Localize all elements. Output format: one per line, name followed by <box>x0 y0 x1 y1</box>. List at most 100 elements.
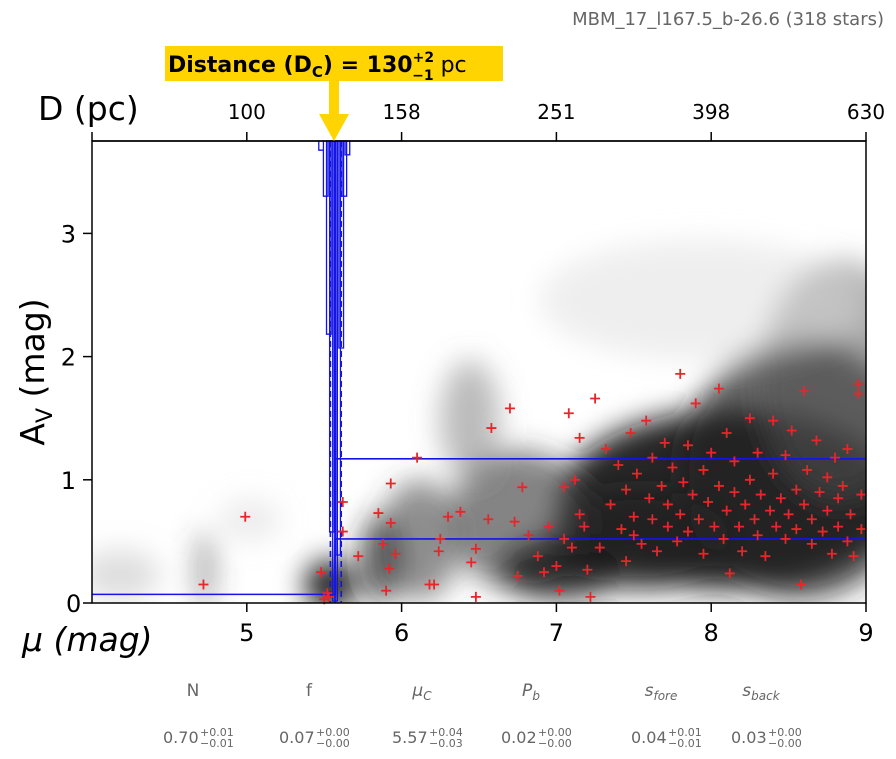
star-point <box>381 585 392 596</box>
top-axis-ticks: 100 158 251 398 630 <box>91 100 885 141</box>
star-point <box>856 489 867 500</box>
star-point <box>678 477 689 488</box>
star-point <box>337 526 348 537</box>
star-point <box>682 440 693 451</box>
star-point <box>554 585 565 596</box>
distance-arrow-shaft <box>329 81 339 117</box>
star-point <box>799 386 810 397</box>
star-point <box>574 509 585 520</box>
parameter-value: 0.02 <box>501 728 537 747</box>
star-point <box>353 551 364 562</box>
y-tick-label: 3 <box>61 220 76 248</box>
star-point <box>811 435 822 446</box>
star-point <box>470 543 481 554</box>
star-point <box>672 536 683 547</box>
star-point <box>721 505 732 516</box>
star-point <box>709 521 720 532</box>
star-point <box>783 509 794 520</box>
distance-annotation: Distance (DC) = 130+2 −1 pc <box>165 46 503 141</box>
top-tick-label: 158 <box>383 100 421 124</box>
star-point <box>786 425 797 436</box>
star-point <box>539 567 550 578</box>
star-point <box>641 415 652 426</box>
star-point <box>621 484 632 495</box>
parameter-plus: +0.00 <box>316 726 350 739</box>
y-tick-label: 0 <box>66 590 81 618</box>
y-tick-label: 1 <box>61 467 76 495</box>
star-point <box>390 548 401 559</box>
star-point <box>625 427 636 438</box>
star-point <box>830 452 841 463</box>
star-point <box>667 462 678 473</box>
chart-title: MBM_17_l167.5_b-26.6 (318 stars) <box>572 9 884 30</box>
star-point <box>566 542 577 553</box>
x-tick-label: 8 <box>704 619 719 647</box>
parameter-name: sfore <box>645 681 678 703</box>
star-point <box>466 557 477 568</box>
star-point <box>833 521 844 532</box>
y-tick-label: 2 <box>61 344 76 372</box>
star-point <box>775 493 786 504</box>
star-point <box>675 368 686 379</box>
parameter-0: N 0.70 +0.01−0.01 <box>163 681 234 750</box>
star-point <box>509 516 520 527</box>
star-point <box>853 378 864 389</box>
x-axis-ticks: 5 6 7 8 9 0 <box>66 590 874 647</box>
star-point <box>682 526 693 537</box>
star-point <box>693 514 704 525</box>
star-point <box>600 444 611 454</box>
parameter-name: μC <box>411 681 432 703</box>
extinction-model <box>92 141 866 603</box>
top-tick-label: 398 <box>692 100 730 124</box>
star-point <box>760 551 771 562</box>
density-blob <box>360 515 400 603</box>
star-point <box>744 413 755 424</box>
star-point <box>582 564 593 575</box>
parameter-2: μC 5.57 +0.04−0.03 <box>392 681 463 750</box>
star-point <box>780 450 791 461</box>
star-point <box>837 480 848 491</box>
star-point <box>384 563 395 574</box>
star-point <box>729 487 740 498</box>
parameter-minus: −0.00 <box>538 737 572 750</box>
star-point <box>323 591 334 602</box>
star-point <box>543 521 554 532</box>
parameter-3: Pb 0.02 +0.00−0.00 <box>501 681 572 750</box>
parameter-minus: −0.00 <box>316 737 350 750</box>
star-point <box>443 511 454 522</box>
density-blob <box>500 540 620 600</box>
star-point <box>822 472 833 483</box>
star-point <box>574 432 585 443</box>
top-axis-label: D (pc) <box>38 89 139 128</box>
density-blob <box>440 360 500 480</box>
parameter-plus: +0.04 <box>429 726 463 739</box>
star-point <box>563 408 574 419</box>
star-point <box>455 506 466 517</box>
star-point <box>737 546 748 557</box>
star-point <box>378 538 389 549</box>
star-point <box>385 478 396 489</box>
star-point <box>579 521 590 532</box>
star-point <box>740 499 751 510</box>
star-point <box>755 489 766 500</box>
star-point <box>768 468 779 479</box>
parameter-plus: +0.01 <box>668 726 702 739</box>
star-point <box>690 398 701 409</box>
distance-arrow-head <box>319 114 349 141</box>
parameter-minus: −0.01 <box>668 737 702 750</box>
star-point <box>659 437 670 448</box>
star-point <box>585 591 596 602</box>
parameter-name: f <box>306 681 313 701</box>
star-point <box>559 482 570 493</box>
star-point <box>662 499 673 510</box>
star-point <box>647 452 658 463</box>
parameter-name: N <box>187 681 200 701</box>
star-point <box>765 505 776 516</box>
star-point <box>795 579 806 590</box>
y-axis-ticks: 1 2 3 <box>61 220 92 604</box>
density-background <box>92 240 866 603</box>
parameter-value: 0.70 <box>163 728 199 747</box>
star-point <box>706 447 717 458</box>
star-point <box>713 480 724 491</box>
star-point <box>613 460 624 471</box>
